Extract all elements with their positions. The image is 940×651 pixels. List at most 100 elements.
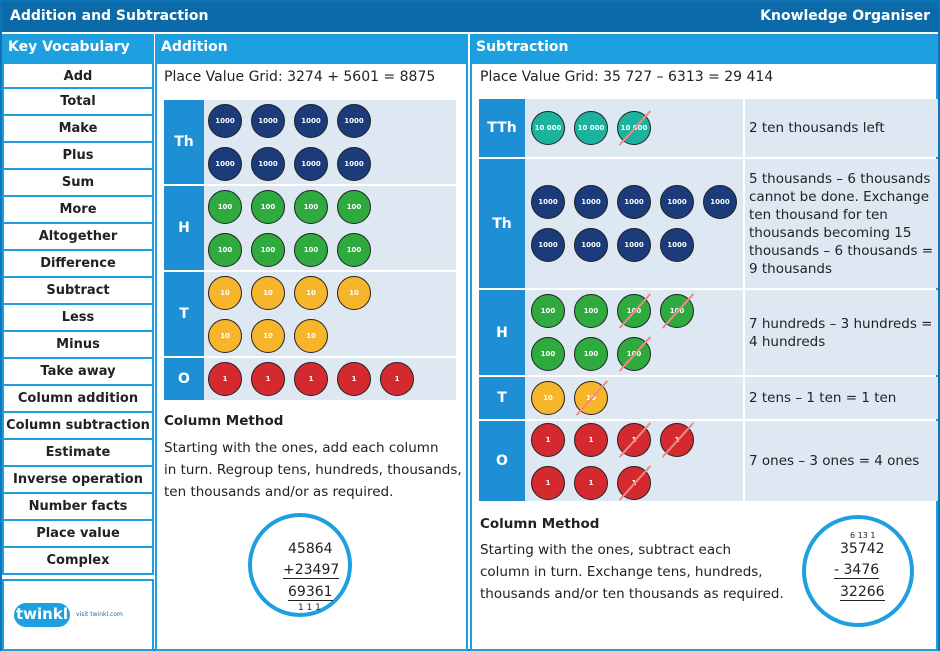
counter-10000-icon: 10 000: [574, 111, 608, 145]
counter-1000-icon: 1000: [208, 104, 242, 138]
vocab-item: Make: [2, 116, 154, 143]
addition-calculation: 45864 +23497 69361 1 1 1: [248, 513, 352, 617]
vocab-item: Number facts: [2, 494, 154, 521]
addition-grid-title: Place Value Grid: 3274 + 5601 = 8875: [164, 69, 436, 85]
counter-100-icon: 100: [531, 337, 565, 371]
counter-10-icon: 10: [208, 319, 242, 353]
vocab-list: Add Total Make Plus Sum More Altogether Differe…: [2, 62, 154, 575]
explanation-text: 7 ones – 3 ones = 4 ones: [743, 421, 938, 501]
place-label: H: [479, 290, 525, 375]
subtraction-pv-row: Th 1000 1000 1000 1000 1000 1000 1000 1000 1000 5 …: [479, 159, 938, 288]
counter-1000-icon: 1000: [660, 185, 694, 219]
counter-100-icon: 100: [251, 190, 285, 224]
addition-method-text: Starting with the ones, add each column …: [164, 440, 462, 500]
vocab-item: Add: [2, 62, 154, 89]
counter-1-icon: 1: [617, 423, 651, 457]
vocab-item: Subtract: [2, 278, 154, 305]
place-label: Th: [164, 100, 204, 184]
vocab-item: Less: [2, 305, 154, 332]
place-label: O: [479, 421, 525, 501]
counter-1000-icon: 1000: [337, 104, 371, 138]
counter-1-icon: 1: [574, 466, 608, 500]
minuend: 35742: [840, 541, 885, 557]
page-title: Addition and Subtraction: [10, 8, 209, 24]
counter-1000-icon: 1000: [574, 228, 608, 262]
subtraction-pv-row: H 100 100 100 100 100 100 100 7 hundreds – 3 hun…: [479, 290, 938, 375]
counter-100-icon: 100: [617, 337, 651, 371]
counter-1000-icon: 1000: [251, 147, 285, 181]
vocab-item: Plus: [2, 143, 154, 170]
subtraction-method-text: Starting with the ones, subtract each co…: [480, 542, 784, 602]
counter-1000-icon: 1000: [531, 185, 565, 219]
counter-1-icon: 1: [574, 423, 608, 457]
counter-1000-icon: 1000: [337, 147, 371, 181]
counter-1-icon: 1: [660, 423, 694, 457]
subtrahend: - 3476: [834, 562, 880, 579]
counter-100-icon: 100: [531, 294, 565, 328]
counter-1-icon: 1: [294, 362, 328, 396]
addition-heading: Addition: [155, 34, 468, 62]
counter-1-icon: 1: [531, 423, 565, 457]
counter-1000-icon: 1000: [294, 104, 328, 138]
counter-area: 10 000 10 000 10 000: [525, 99, 743, 157]
explanation-text: 2 ten thousands left: [743, 99, 938, 157]
counter-area: 1000 1000 1000 1000 1000 1000 1000 1000 1000: [525, 159, 743, 288]
subtraction-pv-row: T 10 10 2 tens – 1 ten = 1 ten: [479, 377, 938, 419]
logo-url[interactable]: visit twinkl.com: [76, 611, 123, 618]
counter-1000-icon: 1000: [574, 185, 608, 219]
vocab-item: Place value: [2, 521, 154, 548]
counter-1000-icon: 1000: [617, 185, 651, 219]
vocab-item: Inverse operation: [2, 467, 154, 494]
counter-1-icon: 1: [380, 362, 414, 396]
counter-1000-icon: 1000: [251, 104, 285, 138]
counter-100-icon: 100: [294, 190, 328, 224]
counter-1-icon: 1: [208, 362, 242, 396]
counter-100-icon: 100: [251, 233, 285, 267]
subtraction-heading: Subtraction: [470, 34, 938, 62]
addend-2: +23497: [283, 562, 340, 579]
counter-100-icon: 100: [208, 233, 242, 267]
counter-100-icon: 100: [208, 190, 242, 224]
counter-10-icon: 10: [208, 276, 242, 310]
vocab-item: Column addition: [2, 386, 154, 413]
place-label: T: [164, 272, 204, 356]
counter-100-icon: 100: [617, 294, 651, 328]
subtraction-pv-row: TTh 10 000 10 000 10 000 2 ten thousands lef…: [479, 99, 938, 157]
vocab-item: More: [2, 197, 154, 224]
counter-1-icon: 1: [617, 466, 651, 500]
counter-1000-icon: 1000: [617, 228, 651, 262]
difference-result: 32266: [840, 584, 885, 601]
exchange-digits: 6 13 1: [850, 531, 876, 540]
vocab-item: Minus: [2, 332, 154, 359]
vocab-heading: Key Vocabulary: [2, 34, 154, 62]
addition-pv-row: Th 1000 1000 1000 1000 1000 1000 1000 1000: [164, 100, 456, 184]
counter-100-icon: 100: [660, 294, 694, 328]
place-label: O: [164, 358, 204, 400]
vocab-item: Sum: [2, 170, 154, 197]
counter-10-icon: 10: [294, 276, 328, 310]
counter-10000-icon: 10 000: [531, 111, 565, 145]
addition-pv-row: T 10 10 10 10 10 10 10: [164, 272, 456, 356]
counter-100-icon: 100: [337, 233, 371, 267]
vocab-item: Difference: [2, 251, 154, 278]
counter-1000-icon: 1000: [208, 147, 242, 181]
counter-10-icon: 10: [251, 319, 285, 353]
addend-1: 45864: [288, 541, 333, 557]
addition-pv-row: H 100 100 100 100 100 100 100 100: [164, 186, 456, 270]
vocab-item: Column subtraction: [2, 413, 154, 440]
counter-10-icon: 10: [531, 381, 565, 415]
vocab-item: Take away: [2, 359, 154, 386]
logo-area: twinkl visit twinkl.com: [2, 579, 154, 651]
carry-digits: 1 1 1: [298, 603, 321, 613]
place-label: TTh: [479, 99, 525, 157]
counter-1-icon: 1: [531, 466, 565, 500]
counter-10-icon: 10: [251, 276, 285, 310]
counter-1000-icon: 1000: [703, 185, 737, 219]
counter-10-icon: 10: [574, 381, 608, 415]
counter-1000-icon: 1000: [531, 228, 565, 262]
twinkl-logo[interactable]: twinkl: [14, 603, 70, 627]
sum-result: 69361: [288, 584, 333, 601]
